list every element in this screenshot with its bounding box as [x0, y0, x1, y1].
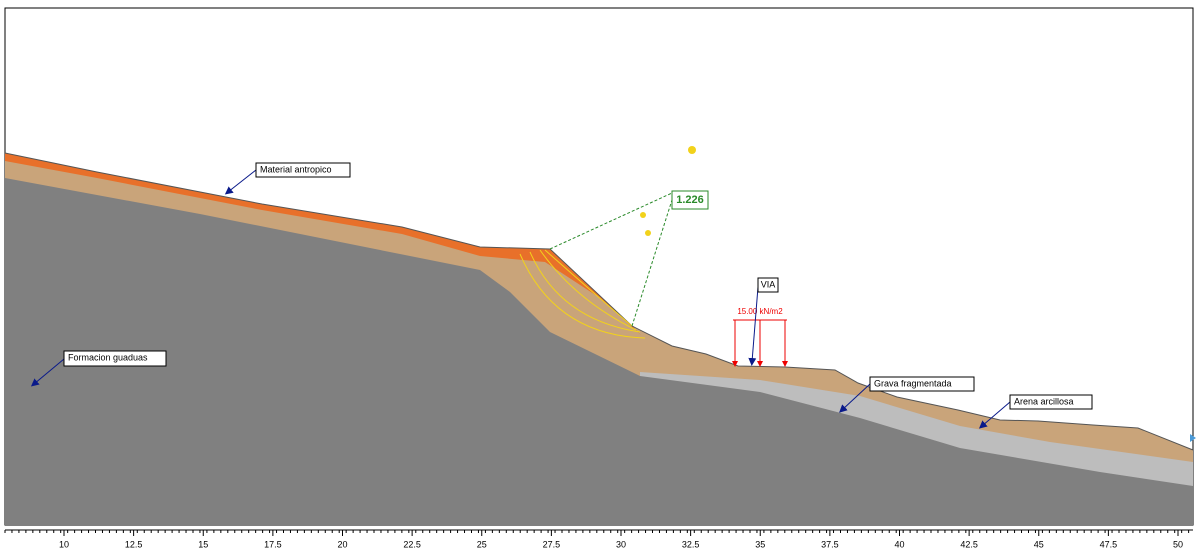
tick-label: 30 [616, 539, 626, 549]
tick-label: 32.5 [682, 539, 700, 549]
material-label: Material antropico [260, 164, 332, 174]
factor-of-safety: 1.226 [676, 194, 704, 206]
tick-label: 37.5 [821, 539, 839, 549]
tick-label: 15 [198, 539, 208, 549]
tick-label: 35 [755, 539, 765, 549]
tick-label: 45 [1034, 539, 1044, 549]
page: {"labels": {"material_antropico": "Mater… [0, 0, 1204, 558]
via-label: VIA [761, 279, 776, 289]
grava-label: Grava fragmentada [874, 378, 952, 388]
tick-label: 20 [337, 539, 347, 549]
slope-view: 1.226 15.00 kN/m2 VIA Material antropico… [0, 0, 1204, 558]
tick-label: 42.5 [960, 539, 978, 549]
formacion-label: Formacion guaduas [68, 352, 148, 362]
tick-label: 47.5 [1100, 539, 1118, 549]
tick-label: 17.5 [264, 539, 282, 549]
tick-label: 27.5 [543, 539, 561, 549]
tick-label: 22.5 [403, 539, 421, 549]
tick-label: 10 [59, 539, 69, 549]
tick-label: 25 [477, 539, 487, 549]
tick-label: 12.5 [125, 539, 143, 549]
arena-label: Arena arcillosa [1014, 396, 1074, 406]
load-label: 15.00 kN/m2 [737, 307, 783, 316]
tick-label: 50 [1173, 539, 1183, 549]
tick-label: 40 [894, 539, 904, 549]
